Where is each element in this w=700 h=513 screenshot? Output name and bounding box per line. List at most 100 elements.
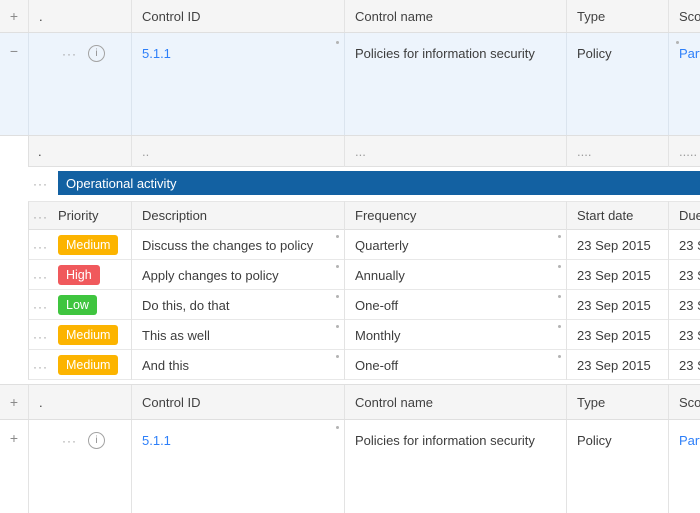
column-header-priority: Priority bbox=[58, 208, 99, 223]
column-header-control-name: Control name bbox=[344, 0, 566, 32]
row-menu-icon[interactable]: ··· bbox=[33, 360, 48, 374]
priority-badge[interactable]: Medium bbox=[58, 355, 119, 375]
cell-frequency[interactable]: Annually bbox=[344, 260, 566, 290]
mini-col-1: . bbox=[38, 144, 42, 159]
expand-dot bbox=[336, 426, 339, 429]
column-header-dot: . bbox=[28, 0, 131, 32]
expand-dot bbox=[558, 325, 561, 328]
column-header-description: Description bbox=[131, 201, 344, 230]
cell-start-date[interactable]: 23 Sep 2015 bbox=[566, 230, 668, 260]
activities-header-bg bbox=[28, 201, 700, 230]
cell-start-date[interactable]: 23 Sep 2015 bbox=[566, 260, 668, 290]
column-header-dot: . bbox=[28, 385, 131, 419]
cell-frequency[interactable]: Quarterly bbox=[344, 230, 566, 260]
cell-control-id[interactable]: 5.1.1 bbox=[131, 33, 344, 135]
column-header-type: Type bbox=[566, 0, 668, 32]
row-bg bbox=[28, 320, 700, 350]
expand-dot bbox=[336, 41, 339, 44]
cell-control-name[interactable]: Policies for information security bbox=[344, 33, 566, 135]
column-header-type: Type bbox=[566, 385, 668, 419]
cell-description[interactable]: Do this, do that bbox=[131, 290, 344, 320]
cell-frequency[interactable]: One-off bbox=[344, 290, 566, 320]
column-header-scope: Scope bbox=[668, 0, 700, 32]
expand-dot bbox=[558, 235, 561, 238]
column-header-due-date: Due date bbox=[668, 201, 700, 230]
cell-start-date[interactable]: 23 Sep 2015 bbox=[566, 320, 668, 350]
cell-due-date[interactable]: 23 Sep 2015 bbox=[668, 230, 700, 260]
cell-due-date[interactable]: 23 Sep 2015 bbox=[668, 290, 700, 320]
row-bg bbox=[28, 260, 700, 290]
column-header-start-date: Start date bbox=[566, 201, 668, 230]
cell-frequency[interactable]: Monthly bbox=[344, 320, 566, 350]
cell-control-id[interactable]: 5.1.1 bbox=[131, 420, 344, 513]
activity-row[interactable]: ··· Medium And this One-off 23 Sep 2015 … bbox=[0, 350, 700, 380]
expand-dot bbox=[336, 295, 339, 298]
priority-badge[interactable]: Medium bbox=[58, 325, 119, 345]
row-menu-icon[interactable]: ··· bbox=[62, 47, 77, 61]
cell-control-name[interactable]: Policies for information security bbox=[344, 420, 566, 513]
mini-header-bg bbox=[28, 136, 700, 167]
row-menu-icon[interactable]: ··· bbox=[62, 434, 77, 448]
section-menu-icon[interactable]: ··· bbox=[33, 177, 48, 191]
mini-col-5: ..... bbox=[668, 136, 700, 167]
mini-col-4: .... bbox=[566, 136, 668, 167]
control-row-collapsed[interactable]: + ··· i 5.1.1 Policies for information s… bbox=[0, 420, 700, 513]
expand-dot bbox=[676, 41, 679, 44]
info-icon[interactable]: i bbox=[88, 45, 105, 62]
priority-badge[interactable]: High bbox=[58, 265, 100, 285]
expand-dot bbox=[558, 265, 561, 268]
row-menu-icon[interactable]: ··· bbox=[33, 240, 48, 254]
row-menu-icon[interactable]: ··· bbox=[33, 330, 48, 344]
cell-type[interactable]: Policy bbox=[566, 33, 668, 135]
column-header-control-id: Control ID bbox=[131, 0, 344, 32]
collapse-row-button[interactable]: − bbox=[9, 43, 19, 59]
expand-dot bbox=[336, 355, 339, 358]
section-title-bar[interactable]: Operational activity bbox=[58, 171, 700, 195]
mini-col-2: .. bbox=[131, 136, 344, 167]
priority-badge[interactable]: Medium bbox=[58, 235, 119, 255]
cell-description[interactable]: Discuss the changes to policy bbox=[131, 230, 344, 260]
cell-due-date[interactable]: 23 Sep 2015 bbox=[668, 320, 700, 350]
activity-row[interactable]: ··· Low Do this, do that One-off 23 Sep … bbox=[0, 290, 700, 320]
column-header-control-name: Control name bbox=[344, 385, 566, 419]
cell-scope[interactable]: Partial bbox=[668, 33, 700, 135]
cell-description[interactable]: Apply changes to policy bbox=[131, 260, 344, 290]
controls-header-row-2: + . Control ID Control name Type Scope bbox=[0, 384, 700, 420]
add-row-button[interactable]: + bbox=[9, 394, 19, 410]
cell-frequency[interactable]: One-off bbox=[344, 350, 566, 380]
section-bar-row: ··· Operational activity bbox=[0, 171, 700, 195]
row-bg bbox=[28, 350, 700, 380]
expand-dot bbox=[336, 235, 339, 238]
cell-type[interactable]: Policy bbox=[566, 420, 668, 513]
expand-dot bbox=[336, 265, 339, 268]
cell-start-date[interactable]: 23 Sep 2015 bbox=[566, 350, 668, 380]
expand-dot bbox=[558, 295, 561, 298]
cell-description[interactable]: This as well bbox=[131, 320, 344, 350]
column-header-scope: Scope bbox=[668, 385, 700, 419]
activity-row[interactable]: ··· Medium This as well Monthly 23 Sep 2… bbox=[0, 320, 700, 350]
controls-header-row: + . Control ID Control name Type Scope bbox=[0, 0, 700, 33]
mini-col-3: ... bbox=[344, 136, 566, 167]
activities-menu-icon[interactable]: ··· bbox=[33, 210, 48, 224]
expand-dot bbox=[336, 325, 339, 328]
cell-due-date[interactable]: 23 Sep 2015 bbox=[668, 260, 700, 290]
expand-dot bbox=[558, 355, 561, 358]
row-menu-icon[interactable]: ··· bbox=[33, 300, 48, 314]
column-header-frequency: Frequency bbox=[344, 201, 566, 230]
priority-badge[interactable]: Low bbox=[58, 295, 97, 315]
activity-row[interactable]: ··· Medium Discuss the changes to policy… bbox=[0, 230, 700, 260]
activity-row[interactable]: ··· High Apply changes to policy Annuall… bbox=[0, 260, 700, 290]
cell-description[interactable]: And this bbox=[131, 350, 344, 380]
add-row-button[interactable]: + bbox=[9, 8, 19, 24]
expand-row-button[interactable]: + bbox=[9, 430, 19, 446]
cell-scope[interactable]: Partial bbox=[668, 420, 700, 513]
cell-due-date[interactable]: 23 Sep 2015 bbox=[668, 350, 700, 380]
column-header-control-id: Control ID bbox=[131, 385, 344, 419]
control-row-expanded[interactable]: − ··· i 5.1.1 Policies for information s… bbox=[0, 33, 700, 136]
activities-header-row: ··· Priority Description Frequency Start… bbox=[0, 201, 700, 230]
row-menu-icon[interactable]: ··· bbox=[33, 270, 48, 284]
info-icon[interactable]: i bbox=[88, 432, 105, 449]
linked-mini-header: . .. ... .... ..... bbox=[0, 136, 700, 167]
cell-start-date[interactable]: 23 Sep 2015 bbox=[566, 290, 668, 320]
